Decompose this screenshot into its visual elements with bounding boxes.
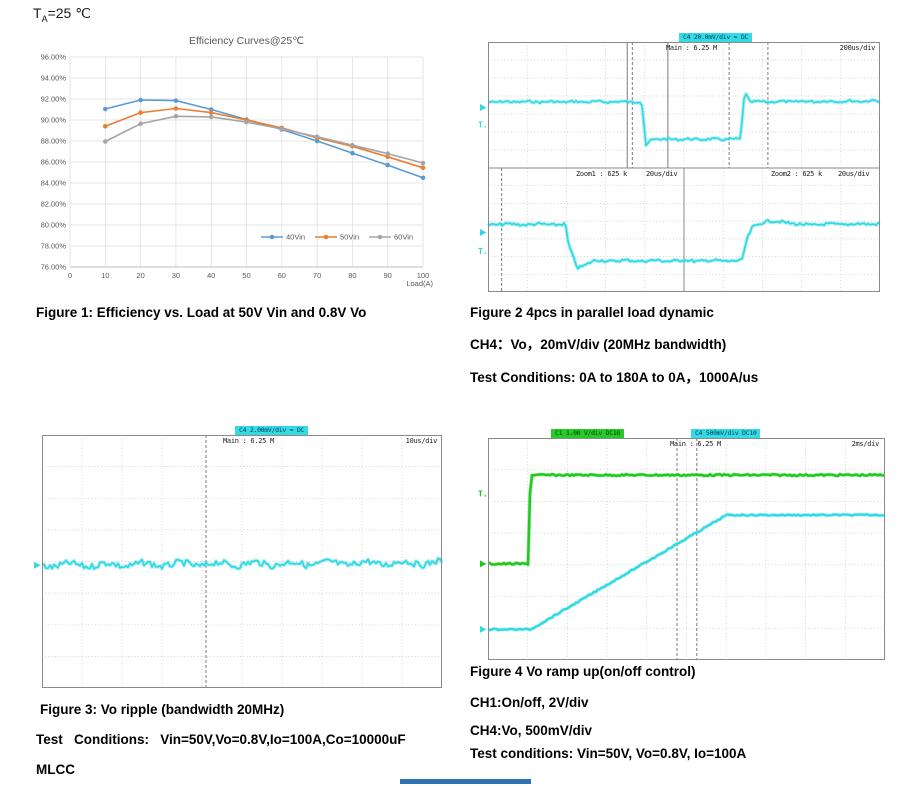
- figure4-ch4-line: CH4:Vo, 500mV/div: [470, 723, 593, 738]
- zoom1-label: Zoom1 : 625 k: [576, 170, 627, 178]
- svg-text:50: 50: [242, 271, 250, 280]
- svg-text:82.00%: 82.00%: [41, 200, 67, 209]
- svg-text:80: 80: [348, 271, 356, 280]
- svg-text:Efficiency Curves@25℃: Efficiency Curves@25℃: [189, 35, 304, 47]
- svg-text:10: 10: [101, 271, 109, 280]
- figure2-scope-svg: T. T.: [478, 42, 881, 292]
- efficiency-chart-svg: 76.00% 78.00% 80.00% 82.00% 84.00% 86.00% 88.0…: [41, 35, 434, 288]
- zoom2-timebase-label: 20us/div: [838, 170, 870, 178]
- svg-text:70: 70: [313, 271, 321, 280]
- oscilloscope-load-dynamic: T. T. C4 20.0mV/div ≈ DC Main : 6.25 M 20…: [478, 33, 881, 292]
- svg-text:0: 0: [68, 271, 72, 280]
- svg-text:50Vin: 50Vin: [340, 233, 359, 242]
- ch4-scale-chip: C4 20.0mV/div ≈ DC: [679, 33, 753, 43]
- svg-text:88.00%: 88.00%: [41, 137, 67, 146]
- ta-symbol: T: [33, 5, 42, 21]
- svg-text:96.00%: 96.00%: [41, 53, 67, 62]
- svg-text:60Vin: 60Vin: [394, 233, 413, 242]
- svg-text:T.: T.: [478, 121, 488, 130]
- main-record-label: Main : 6.25 M: [223, 437, 274, 445]
- figure4-scope-svg: T.: [478, 438, 885, 660]
- ch4-scale-chip: C4 2.00mV/div ≈ DC: [235, 426, 309, 436]
- zoom1-timebase-label: 20us/div: [646, 170, 678, 178]
- svg-text:T.: T.: [478, 247, 488, 256]
- figure2-ch4-line: CH4：Vo，20mV/div (20MHz bandwidth): [470, 337, 727, 352]
- main-timebase-label: 10us/div: [405, 437, 438, 445]
- svg-text:80.00%: 80.00%: [41, 221, 67, 230]
- figure3-conditions-line2: MLCC: [36, 762, 75, 777]
- svg-text:90: 90: [384, 271, 392, 280]
- svg-text:78.00%: 78.00%: [41, 242, 67, 251]
- svg-text:Load(A): Load(A): [406, 279, 433, 288]
- svg-text:60: 60: [278, 271, 286, 280]
- ch1-scale-chip: C1 1.00 V/div DC10: [551, 429, 625, 439]
- svg-text:76.00%: 76.00%: [41, 263, 67, 272]
- figure4-ch1-line: CH1:On/off, 2V/div: [470, 695, 589, 710]
- svg-text:30: 30: [172, 271, 180, 280]
- svg-text:40: 40: [207, 271, 215, 280]
- figure3-caption: Figure 3: Vo ripple (bandwidth 20MHz): [40, 702, 285, 717]
- zoom2-label: Zoom2 : 625 k: [771, 170, 822, 178]
- footer-divider-bar: [400, 779, 531, 784]
- main-record-label: Main : 6.25 M: [670, 440, 721, 448]
- svg-text:100: 100: [417, 271, 430, 280]
- figure1-caption: Figure 1: Efficiency vs. Load at 50V Vin…: [36, 305, 367, 320]
- svg-text:92.00%: 92.00%: [41, 95, 67, 104]
- figure3-conditions-line: Test Conditions: Vin=50V,Vo=0.8V,Io=100A…: [36, 732, 406, 747]
- figure3-scope-svg: [34, 435, 444, 688]
- svg-text:20: 20: [136, 271, 144, 280]
- ta-value: =25 ℃: [47, 5, 91, 21]
- ch4-scale-chip: C4 500mV/div DC10: [691, 429, 761, 439]
- figure4-conditions-line: Test conditions: Vin=50V, Vo=0.8V, Io=10…: [470, 746, 747, 761]
- main-record-label: Main : 6.25 M: [666, 44, 717, 52]
- oscilloscope-vo-ramp-up: T. C1 1.00 V/div DC10 C4 500mV/div DC10 …: [478, 429, 885, 660]
- figure2-conditions-line: Test Conditions: 0A to 180A to 0A，1000A/…: [470, 370, 759, 385]
- main-timebase-label: 2ms/div: [851, 440, 880, 448]
- oscilloscope-vo-ripple: C4 2.00mV/div ≈ DC Main : 6.25 M 10us/di…: [34, 426, 444, 688]
- svg-text:84.00%: 84.00%: [41, 179, 67, 188]
- svg-text:40Vin: 40Vin: [286, 233, 305, 242]
- svg-text:94.00%: 94.00%: [41, 74, 67, 83]
- main-timebase-label: 200us/div: [839, 44, 876, 52]
- efficiency-chart: 76.00% 78.00% 80.00% 82.00% 84.00% 86.00% 88.0…: [36, 28, 456, 296]
- svg-text:90.00%: 90.00%: [41, 116, 67, 125]
- ambient-temperature-label: TA=25 ℃: [33, 5, 91, 24]
- figure2-caption: Figure 2 4pcs in parallel load dynamic: [470, 305, 714, 320]
- svg-text:T.: T.: [478, 490, 488, 499]
- figure4-caption: Figure 4 Vo ramp up(on/off control): [470, 664, 696, 679]
- ta-subscript: A: [41, 13, 48, 24]
- svg-text:86.00%: 86.00%: [41, 158, 67, 167]
